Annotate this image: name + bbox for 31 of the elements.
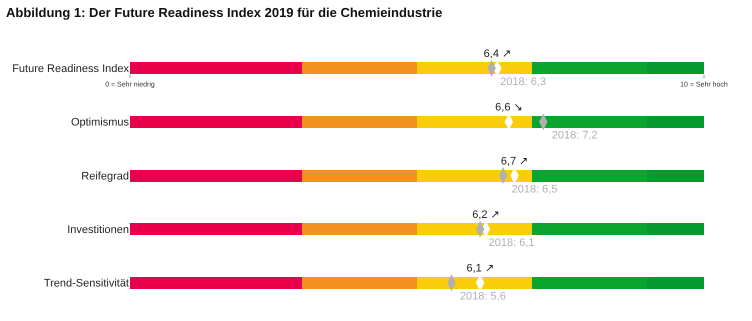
- bar: [417, 223, 532, 235]
- data-label: 6,1 ↗: [466, 262, 494, 275]
- bar: [302, 116, 417, 128]
- data-label: 6,6 ↘: [495, 102, 523, 114]
- chart-title: Abbildung 1: Der Future Readiness Index 2019 für die Chemieindustrie: [6, 5, 442, 20]
- y-tick-label: Reifegrad: [81, 170, 129, 182]
- data-label: 6,7 ↗: [500, 155, 528, 168]
- bar: [302, 277, 417, 289]
- bar: [417, 62, 532, 74]
- bar: [302, 223, 417, 235]
- data-label: 6,2 ↗: [472, 208, 500, 221]
- bar: [130, 116, 302, 128]
- bar: [302, 170, 417, 182]
- data-label: 2018: 6,3: [500, 76, 546, 88]
- bar: [302, 62, 417, 74]
- y-tick-label: Investitionen: [67, 224, 129, 236]
- data-label: 2018: 7,2: [552, 130, 598, 142]
- data-label: 6,4 ↗: [484, 48, 512, 60]
- y-tick-label: Trend-Sensitivität: [44, 278, 129, 290]
- data-label: 2018: 5,6: [460, 290, 506, 303]
- y-tick-label: Optimismus: [70, 116, 130, 129]
- bar: [130, 223, 302, 235]
- bar: [417, 277, 532, 289]
- data-label: 2018: 6,1: [488, 236, 535, 249]
- bar: [130, 277, 302, 289]
- bar: [417, 170, 532, 182]
- bar: [417, 116, 532, 128]
- bar: [130, 170, 302, 182]
- bar: [130, 62, 302, 74]
- data-label: 2018: 6,5: [512, 183, 558, 196]
- y-tick-label: Future Readiness Index: [12, 63, 130, 76]
